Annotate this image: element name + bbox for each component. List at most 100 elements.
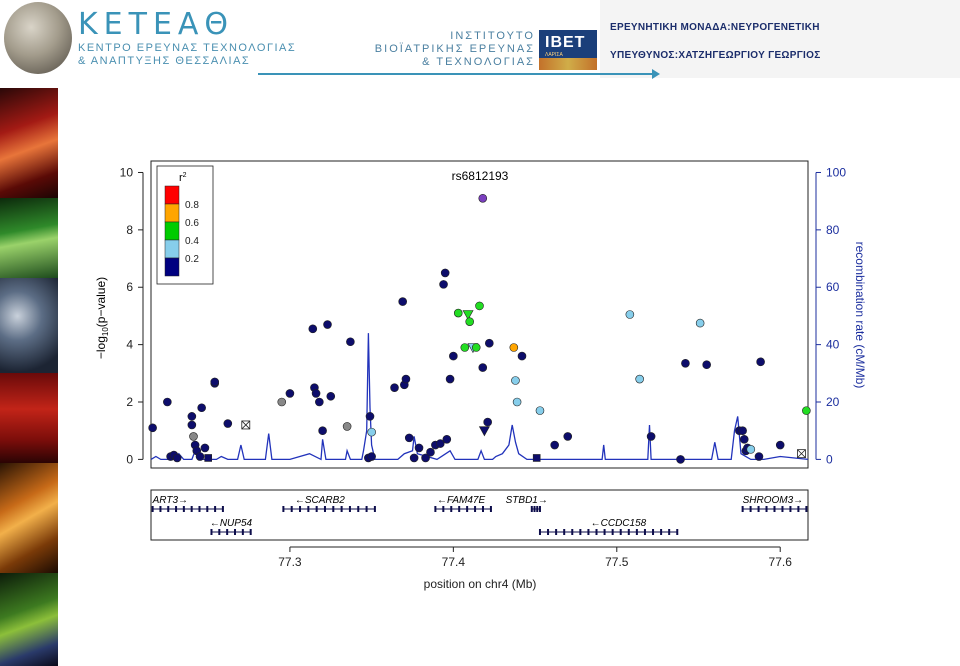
snp-point <box>148 423 157 433</box>
gene-label: ←CCDC158 <box>591 518 647 529</box>
y-tick-label: 0 <box>126 452 133 466</box>
snp-point <box>471 343 481 352</box>
snp-point <box>512 397 522 407</box>
snp-point <box>204 454 213 462</box>
y-tick-label: 10 <box>120 165 134 179</box>
snp-point <box>478 363 488 372</box>
snp-point <box>756 357 765 367</box>
y-tick-label: 4 <box>126 338 133 352</box>
snp-point <box>311 389 321 398</box>
recombination-line <box>150 333 809 461</box>
snp-point <box>535 406 545 415</box>
snp-point <box>223 419 233 428</box>
snp-point <box>308 324 318 334</box>
legend-title: r2 <box>179 172 187 184</box>
y2-tick-label: 100 <box>826 165 846 179</box>
y2-tick-label: 60 <box>826 280 840 294</box>
y-tick-label: 2 <box>126 395 133 409</box>
legend-label: 0.6 <box>185 218 199 229</box>
snp-point <box>404 433 414 443</box>
blood-cells-image <box>0 373 58 463</box>
dna-green-image <box>0 198 58 278</box>
snp-point <box>485 338 494 348</box>
snp-point <box>367 452 376 461</box>
snp-point <box>315 397 324 407</box>
y-axis-left: 0 2 4 6 8 10 <box>120 165 144 466</box>
snp-point <box>449 351 458 361</box>
research-unit-label: ΕΡΕΥΝΗΤΙΚΗ ΜΟΝΑΔΑ:ΝΕΥΡΟΓΕΝΕΤΙΚΗ <box>610 22 820 33</box>
snp-point <box>241 420 251 430</box>
snp-point <box>460 343 470 352</box>
snp-point <box>453 308 463 318</box>
gene-fam47e: ←FAM47E <box>434 495 492 512</box>
snp-point <box>635 374 644 384</box>
gene-track-area <box>150 489 809 541</box>
lead-snp-point <box>478 193 488 203</box>
institute-name: ΙΝΣΤΙΤΟΥΤΟ ΒΙΟΪΑΤΡΙΚΗΣ ΕΡΕΥΝΑΣ & ΤΕΧΝΟΛΟ… <box>360 30 535 69</box>
x-tick-label: 77.5 <box>605 555 629 569</box>
snp-point <box>187 412 197 421</box>
ibet-stripe <box>539 58 597 70</box>
snp-point <box>421 453 430 463</box>
header-arrow-icon <box>652 69 660 79</box>
snp-point <box>511 376 520 385</box>
legend-label: 0.2 <box>185 254 199 265</box>
chart-title: rs6812193 <box>452 169 509 183</box>
legend-swatch <box>164 257 180 277</box>
snp-point <box>195 452 205 461</box>
logo-line-2: & ΑΝΑΠΤΥΞΗΣ ΘΕΣΣΑΛΙΑΣ <box>78 55 251 67</box>
y-tick-label: 8 <box>126 223 133 237</box>
recombination-rate-line <box>150 333 809 461</box>
gene-label: SHROOM3→ <box>743 495 804 506</box>
gene-shroom3: SHROOM3→ <box>741 495 808 512</box>
snp-point <box>509 343 519 352</box>
gene-scarb2: ←SCARB2 <box>282 495 376 512</box>
y2-tick-label: 20 <box>826 395 840 409</box>
snp-point <box>550 440 559 450</box>
logo-title: ΚΕΤΕΑΘ <box>78 7 235 42</box>
dna-helix-image <box>0 463 58 573</box>
gene-label: ←SCARB2 <box>295 495 345 506</box>
snp-point <box>802 406 811 415</box>
institute-line-3: & ΤΕΧΝΟΛΟΓΙΑΣ <box>422 56 535 68</box>
snp-point <box>445 374 455 384</box>
gene-label: STBD1→ <box>506 495 548 506</box>
y-tick-label: 6 <box>126 280 133 294</box>
logo-line-1: ΚΕΝΤΡΟ ΕΡΕΥΝΑΣ ΤΕΧΝΟΛΟΓΙΑΣ <box>78 42 297 54</box>
snp-point <box>563 432 573 441</box>
snp-point <box>702 360 711 370</box>
y-axis-label: −log10(p−value) <box>94 277 110 359</box>
snp-point <box>323 320 332 329</box>
snp-point <box>172 453 182 463</box>
x-tick-label: 77.4 <box>442 555 466 569</box>
x-tick-label: 77.6 <box>769 555 793 569</box>
x-tick-label: 77.3 <box>278 555 302 569</box>
snp-point <box>746 445 756 454</box>
snp-point <box>346 337 355 347</box>
snp-point <box>532 454 541 462</box>
molecules-image <box>0 278 58 373</box>
snp-point <box>462 310 474 321</box>
coin-logo-icon <box>4 2 72 74</box>
snp-point <box>517 351 527 361</box>
snp-point <box>754 452 764 461</box>
legend-label: 0.4 <box>185 236 199 247</box>
r2-legend: r2 0.8 0.6 0.4 0.2 <box>156 165 214 285</box>
ibet-logo: IBET ΛΑΡΙΣΑ <box>539 30 597 70</box>
snp-point <box>390 383 399 392</box>
institute-line-2: ΒΙΟΪΑΤΡΙΚΗΣ ΕΡΕΥΝΑΣ <box>374 43 535 55</box>
snp-point <box>187 420 197 430</box>
slide-header: ΚΕΤΕΑΘ ΚΕΝΤΡΟ ΕΡΕΥΝΑΣ ΤΕΧΝΟΛΟΓΙΑΣ & ΑΝΑΠ… <box>0 0 960 80</box>
snp-point <box>197 403 206 413</box>
legend-swatch <box>164 203 180 223</box>
snp-point <box>442 435 452 444</box>
snp-point <box>326 391 336 401</box>
snp-point <box>646 432 656 441</box>
gene-label: ART3→ <box>152 495 188 506</box>
snp-point <box>465 317 474 326</box>
y-axis-right: 0 20 40 60 80 100 <box>815 165 846 466</box>
snp-point <box>739 435 749 444</box>
gene-label: ←NUP54 <box>210 518 253 529</box>
gene-track: ART3→ ←NUP54 ←SCARB2 ←FAM47E STBD1→ ←CCDC158 S… <box>151 495 808 535</box>
